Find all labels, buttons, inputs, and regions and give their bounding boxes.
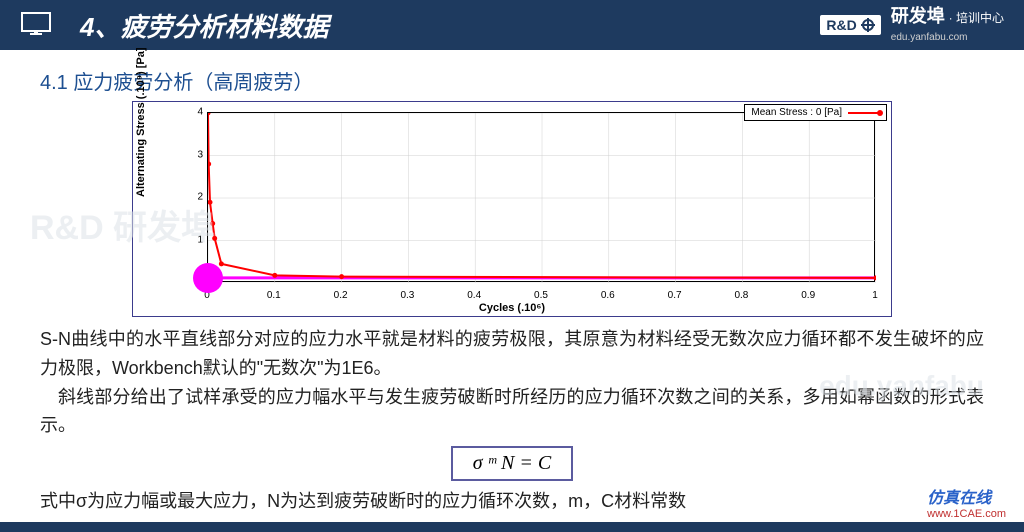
brand-text: 研发埠 · 培训中心 edu.yanfabu.com xyxy=(891,6,1004,45)
chart-legend: Mean Stress : 0 [Pa] xyxy=(744,104,887,121)
paragraph-2: 斜线部分给出了试样承受的应力幅水平与发生疲劳破断时所经历的应力循环次数之间的关系… xyxy=(40,383,984,441)
bottom-strip xyxy=(0,522,1024,532)
brand-url: edu.yanfabu.com xyxy=(891,32,968,43)
x-tick: 0.7 xyxy=(668,290,682,301)
x-tick: 0.1 xyxy=(267,290,281,301)
x-tick: 0.5 xyxy=(534,290,548,301)
wm-url: www.1CAE.com xyxy=(927,508,1006,520)
paragraph-1: S-N曲线中的水平直线部分对应的应力水平就是材料的疲劳极限，其原意为材料经受无数… xyxy=(40,325,984,383)
header-bar: 4、疲劳分析材料数据 R&D 研发埠 · 培训中心 edu.yanfabu.co… xyxy=(0,0,1024,50)
paragraph-3: 式中σ为应力幅或最大应力，N为达到疲劳破断时的应力循环次数，m，C材料常数 xyxy=(40,487,984,516)
plot-area xyxy=(207,112,875,282)
brand-logo: R&D 研发埠 · 培训中心 edu.yanfabu.com xyxy=(820,6,1004,45)
x-tick: 0.8 xyxy=(734,290,748,301)
section-subtitle: 4.1 应力疲劳分析（高周疲劳） xyxy=(40,66,984,95)
page-title: 4、疲劳分析材料数据 xyxy=(80,7,328,44)
x-ticks: 0 0.1 0.2 0.3 0.4 0.5 0.6 0.7 0.8 0.9 1 xyxy=(207,290,875,302)
title-wrap: 4、疲劳分析材料数据 xyxy=(20,7,328,44)
wm-brand: 仿真在线 xyxy=(927,490,991,507)
y-tick: 3 xyxy=(197,149,203,160)
content-area: 4.1 应力疲劳分析（高周疲劳） Mean Stress : 0 [Pa] Al… xyxy=(0,50,1024,516)
rd-badge: R&D xyxy=(820,15,880,35)
x-tick: 0.2 xyxy=(334,290,348,301)
y-axis-label: Alternating Stress (.10⁹) [Pa] xyxy=(135,48,147,197)
footer-watermark: 仿真在线 www.1CAE.com xyxy=(927,484,1006,520)
sn-curve-chart: Mean Stress : 0 [Pa] Alternating Stress … xyxy=(132,101,892,317)
monitor-icon xyxy=(20,11,52,39)
formula: σ ᵐ N = C xyxy=(451,446,573,481)
x-tick: 0 xyxy=(204,290,210,301)
rd-text: R&D xyxy=(826,17,856,33)
x-tick: 0.3 xyxy=(400,290,414,301)
x-tick: 1 xyxy=(872,290,878,301)
y-tick: 0 xyxy=(197,277,203,288)
legend-line-icon xyxy=(848,112,880,114)
x-tick: 0.6 xyxy=(601,290,615,301)
x-tick: 0.9 xyxy=(801,290,815,301)
y-tick: 4 xyxy=(197,107,203,118)
brand-suffix: · 培训中心 xyxy=(949,11,1004,25)
x-tick: 0.4 xyxy=(467,290,481,301)
y-tick: 2 xyxy=(197,192,203,203)
x-axis-label: Cycles (.10⁶) xyxy=(133,302,891,314)
y-tick: 1 xyxy=(197,234,203,245)
formula-wrap: σ ᵐ N = C xyxy=(40,442,984,485)
brand-cn: 研发埠 xyxy=(891,6,945,26)
y-ticks: 01234 xyxy=(183,112,205,282)
legend-label: Mean Stress : 0 [Pa] xyxy=(751,107,842,118)
